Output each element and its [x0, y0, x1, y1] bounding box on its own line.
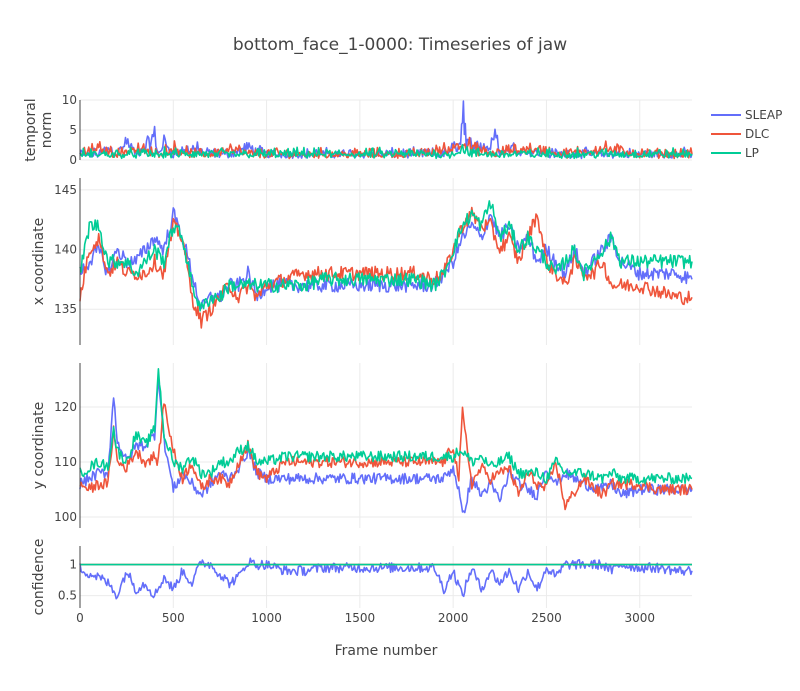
series-line-dlc	[79, 403, 693, 511]
chart-title: bottom_face_1-0000: Timeseries of jaw	[233, 35, 567, 55]
y-tick-label: 100	[54, 510, 77, 524]
y-tick-label: 0	[69, 153, 77, 167]
series-line-sleap	[79, 207, 693, 310]
x-tick-label: 3000	[624, 611, 655, 625]
x-tick-label: 1500	[345, 611, 376, 625]
y-tick-label: 135	[54, 302, 77, 316]
series-line-lp	[79, 143, 693, 160]
x-tick-label: 2500	[531, 611, 562, 625]
panel-2: 135 140 145 x coordinate	[31, 178, 693, 345]
y-axis-label: y coordinate	[31, 402, 47, 489]
y-tick-label: 140	[54, 243, 77, 257]
y-tick-label: 110	[54, 455, 77, 469]
series-line-dlc	[79, 206, 693, 329]
legend-item-sleap[interactable]: SLEAP	[711, 108, 782, 122]
x-tick-label: 1000	[251, 611, 282, 625]
y-axis-label: temporal	[23, 98, 39, 161]
series-line-sleap	[79, 376, 693, 514]
legend-label: SLEAP	[745, 108, 782, 122]
y-axis-label: norm	[39, 112, 55, 149]
y-tick-label: 1	[69, 558, 77, 572]
legend-item-lp[interactable]: LP	[711, 146, 759, 160]
legend-item-dlc[interactable]: DLC	[711, 127, 769, 141]
legend[interactable]: SLEAP DLC LP	[711, 108, 782, 160]
legend-label: LP	[745, 146, 759, 160]
y-tick-label: 5	[69, 123, 77, 137]
y-axis-label: x coordinate	[31, 218, 47, 305]
y-axis-label: confidence	[31, 539, 47, 616]
x-axis: 0 500 1000 1500 2000 2500 3000	[76, 611, 655, 625]
x-tick-label: 500	[162, 611, 185, 625]
series-line-sleap	[79, 557, 693, 600]
series-line-lp	[79, 367, 693, 485]
legend-label: DLC	[745, 127, 769, 141]
x-tick-label: 2000	[438, 611, 469, 625]
y-tick-label: 145	[54, 183, 77, 197]
x-tick-label: 0	[76, 611, 84, 625]
panel-4: 0.5 1 confidence	[31, 539, 693, 616]
y-tick-label: 10	[62, 93, 77, 107]
panel-1: 0 5 10 temporal norm	[23, 93, 693, 167]
y-tick-label: 120	[54, 400, 77, 414]
x-axis-label: Frame number	[335, 643, 438, 659]
series-line-lp	[79, 200, 693, 312]
panel-3: 100 110 120 y coordinate	[31, 363, 693, 528]
y-tick-label: 0.5	[58, 589, 77, 603]
